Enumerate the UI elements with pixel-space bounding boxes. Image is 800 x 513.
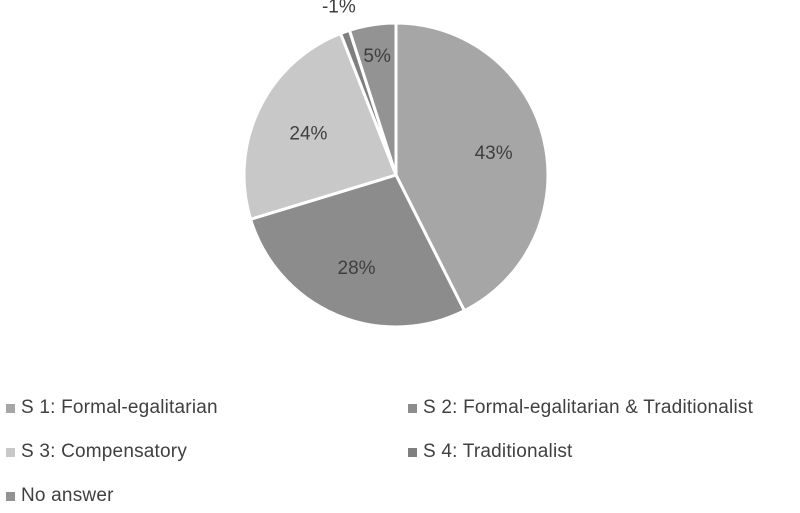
pie-slice-s-2-formal-egalitarian-traditionalist	[249, 173, 466, 329]
legend-swatch-s1	[6, 403, 15, 413]
legend-item-s4: S 4: Traditionalist	[408, 441, 573, 463]
data-label-s-1-formal-egalitarian: 43%	[475, 143, 513, 164]
legend-item-no-answer: No answer	[6, 485, 114, 507]
legend-label-s3: S 3: Compensatory	[21, 441, 188, 462]
legend-item-s1: S 1: Formal-egalitarian	[6, 397, 218, 419]
legend-label-s2: S 2: Formal-egalitarian & Traditionalist	[423, 397, 754, 418]
legend-item-s2: S 2: Formal-egalitarian & Traditionalist	[408, 397, 753, 419]
data-label-s-3-compensatory: 24%	[289, 124, 327, 145]
pie-slice-s-1-formal-egalitarian	[394, 21, 550, 313]
legend-swatch-s2	[408, 403, 417, 413]
legend-label-s1: S 1: Formal-egalitarian	[21, 397, 218, 418]
pie-slice-no-answer	[347, 21, 398, 177]
pie-chart: 43% 28% 24% -1% 5%	[242, 0, 550, 329]
legend-swatch-no-answer	[6, 491, 15, 501]
legend-label-s4: S 4: Traditionalist	[423, 441, 573, 462]
data-label-s-4-traditionalist: -1%	[322, 0, 356, 18]
data-label-no-answer: 5%	[363, 46, 391, 67]
data-label-s-2-formal-egalitarian-traditionalist: 28%	[338, 258, 376, 279]
legend-swatch-s4	[408, 447, 417, 457]
legend-item-s3: S 3: Compensatory	[6, 441, 187, 463]
legend-swatch-s3	[6, 447, 15, 457]
legend-label-no-answer: No answer	[21, 485, 114, 506]
